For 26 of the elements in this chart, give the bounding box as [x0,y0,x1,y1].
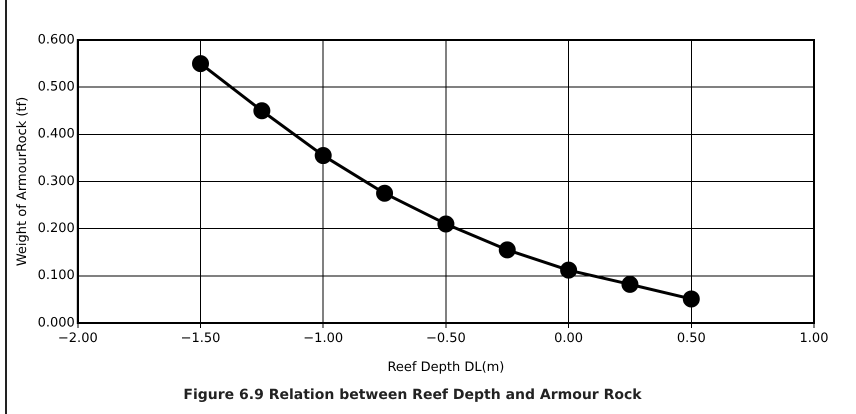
y-tick-label: 0.100 [38,268,75,284]
point [682,290,700,308]
text: Figure 6.9 Relation between Reef Depth and Armour Rock [183,387,642,404]
point [621,276,638,293]
x-tick-label: 0.00 [554,331,584,346]
point [192,55,210,72]
point [437,215,454,232]
x-tick-label: 0.50 [676,331,706,346]
y-tick-label: 0.600 [38,32,75,48]
x-tick-label: −2.00 [58,331,98,346]
point [253,102,270,120]
point [376,184,394,202]
y-tick-label: 0.500 [38,80,75,95]
y-tick-label: 0.400 [38,126,75,142]
x-tick-label: −1.00 [303,331,344,346]
y-tick-label: 0.000 [38,315,75,330]
x-tick-label: −1.50 [180,331,220,346]
y-axis-title: Weight of ArmourRock (tf) [15,96,30,266]
x-axis-title: Reef Depth DL(m) [387,360,504,375]
point [314,147,332,164]
x-tick-label: 1.00 [800,331,828,346]
y-tick-label: 0.300 [38,174,75,189]
point [560,262,578,279]
x-tick-label: −0.50 [426,331,466,346]
y-tick-label: 0.200 [38,221,75,236]
point [498,241,516,258]
